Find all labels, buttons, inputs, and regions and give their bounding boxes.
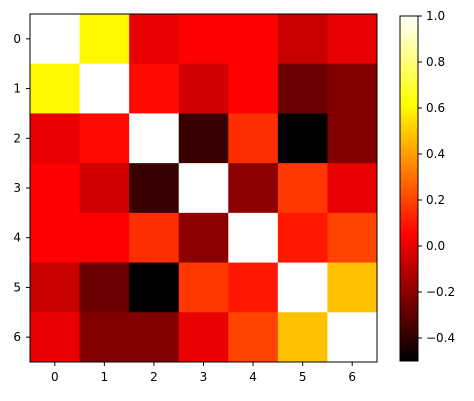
x-tick-label: 6 (348, 370, 356, 384)
heatmap-cell-2-1 (79, 113, 130, 164)
heatmap-cell-6-6 (327, 312, 378, 363)
heatmap-cell-4-3 (178, 212, 229, 264)
heatmap-cell-1-0 (30, 63, 81, 114)
heatmap-cell-0-5 (277, 14, 328, 65)
heatmap-cell-2-4 (228, 113, 279, 164)
heatmap-cell-5-5 (277, 262, 328, 313)
y-tick-label: 0 (13, 32, 21, 46)
y-tick-label: 6 (13, 330, 21, 344)
x-tick-label: 4 (249, 370, 257, 384)
y-axis: 0 1 2 3 4 5 6 (13, 32, 30, 344)
x-tick-label: 1 (101, 370, 109, 384)
heatmap-cell-1-5 (277, 63, 328, 114)
heatmap-cell-0-6 (327, 14, 378, 65)
heatmap-cell-4-0 (30, 212, 81, 264)
colorbar-tick-label: 0.6 (426, 101, 445, 115)
heatmap-cell-6-5 (277, 312, 328, 363)
heatmap-cell-0-1 (79, 14, 130, 65)
heatmap-cell-0-4 (228, 14, 279, 65)
heatmap-cell-4-6 (327, 212, 378, 264)
colorbar-tick-label: 1.0 (426, 9, 445, 23)
heatmap-cell-6-1 (79, 312, 130, 363)
y-tick-label: 5 (13, 280, 21, 294)
heatmap-cell-0-2 (129, 14, 180, 65)
heatmap-cell-2-5 (277, 113, 328, 164)
heatmap-cell-1-1 (79, 63, 130, 114)
heatmap-cell-5-2 (129, 262, 180, 313)
x-tick-label: 3 (200, 370, 208, 384)
heatmap-cell-3-2 (129, 163, 180, 214)
heatmap-cell-2-0 (30, 113, 81, 164)
heatmap-cell-5-6 (327, 262, 378, 313)
heatmap-cell-4-5 (277, 212, 328, 264)
heatmap-cell-2-3 (178, 113, 229, 164)
y-tick-label: 4 (13, 231, 21, 245)
heatmap-cell-3-3 (178, 163, 229, 214)
y-tick-label: 3 (13, 181, 21, 195)
x-tick-label: 0 (51, 370, 59, 384)
colorbar-gradient (399, 15, 419, 362)
heatmap-cell-6-2 (129, 312, 180, 363)
heatmap-cell-1-6 (327, 63, 378, 114)
heatmap-cell-5-4 (228, 262, 279, 313)
x-tick-label: 5 (299, 370, 307, 384)
heatmap-cell-1-4 (228, 63, 279, 114)
heatmap-cell-0-3 (178, 14, 229, 65)
heatmap-cell-6-4 (228, 312, 279, 363)
colorbar-tick-label: 0.2 (426, 193, 445, 207)
heatmap-cell-5-0 (30, 262, 81, 313)
colorbar-tick-label: 0.0 (426, 239, 445, 253)
heatmap-cell-2-6 (327, 113, 378, 164)
heatmap-cell-3-0 (30, 163, 81, 214)
heatmap-cells (30, 14, 378, 363)
colorbar-ticks: 1.0 0.8 0.6 0.4 0.2 0.0 −0.2 −0.4 (418, 9, 455, 345)
heatmap-cell-4-4 (228, 212, 279, 264)
heatmap-cell-6-0 (30, 312, 81, 363)
heatmap-cell-1-3 (178, 63, 229, 114)
y-tick-label: 2 (13, 131, 21, 145)
heatmap-cell-5-3 (178, 262, 229, 313)
heatmap-cell-3-5 (277, 163, 328, 214)
heatmap-cell-6-3 (178, 312, 229, 363)
colorbar-tick-label: −0.2 (426, 285, 455, 299)
heatmap-cell-0-0 (30, 14, 81, 65)
heatmap-cell-3-1 (79, 163, 130, 214)
heatmap-cell-1-2 (129, 63, 180, 114)
colorbar-tick-label: 0.8 (426, 55, 445, 69)
heatmap-cell-5-1 (79, 262, 130, 313)
colorbar-tick-label: −0.4 (426, 331, 455, 345)
colorbar: 1.0 0.8 0.6 0.4 0.2 0.0 −0.2 −0.4 (399, 9, 455, 362)
x-axis: 0 1 2 3 4 5 6 (51, 362, 356, 384)
heatmap-cell-4-2 (129, 212, 180, 264)
x-tick-label: 2 (150, 370, 158, 384)
heatmap-cell-3-6 (327, 163, 378, 214)
heatmap-cell-2-2 (129, 113, 180, 164)
heatmap-cell-4-1 (79, 212, 130, 264)
heatmap-cell-3-4 (228, 163, 279, 214)
y-tick-label: 1 (13, 82, 21, 96)
colorbar-tick-label: 0.4 (426, 147, 445, 161)
